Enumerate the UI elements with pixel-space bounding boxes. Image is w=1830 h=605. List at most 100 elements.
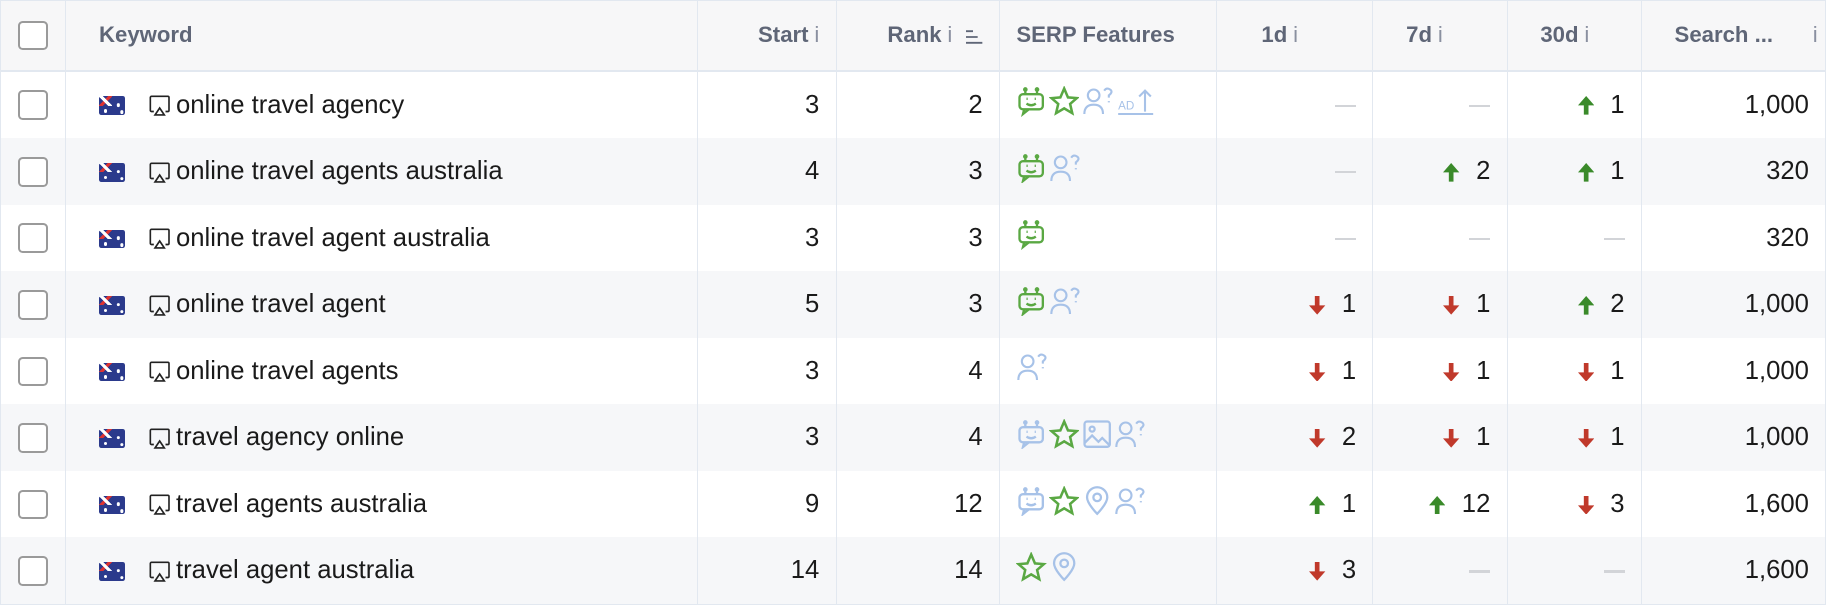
australia-flag-icon (99, 362, 125, 382)
table-row[interactable]: online travel agent australia 3 3 320 (0, 204, 1827, 272)
serp-features-cell (999, 404, 1218, 471)
current-rank-cell: 14 (836, 537, 1000, 605)
change-1d-cell (1216, 204, 1374, 272)
table-row[interactable]: online travel agents australia 4 3 2 1 3… (0, 138, 1827, 205)
row-checkbox[interactable] (18, 156, 48, 187)
info-icon[interactable]: i (814, 22, 820, 48)
change-value: 12 (1461, 489, 1491, 518)
keyword-link[interactable]: online travel agent australia (176, 223, 490, 252)
change-value: 1 (1610, 157, 1625, 186)
serp-features-cell (999, 271, 1218, 338)
desktop-device-icon (149, 428, 170, 449)
ads-top-icon[interactable]: AD (1117, 86, 1154, 123)
people-also-ask-icon[interactable] (1114, 419, 1147, 456)
people-also-ask-icon[interactable] (1049, 286, 1082, 323)
no-change-dash (1469, 104, 1491, 107)
column-header-7d[interactable]: 7d i (1372, 0, 1508, 72)
serp-features-cell (999, 537, 1218, 605)
info-icon[interactable]: i (1293, 22, 1299, 48)
people-also-ask-icon[interactable] (1016, 352, 1049, 389)
sort-ascending-icon[interactable] (966, 29, 983, 44)
table-row[interactable]: online travel agency 3 2 AD 1 1,000 (0, 70, 1827, 139)
people-also-ask-icon[interactable] (1049, 153, 1082, 190)
arrow-down-icon (1577, 495, 1594, 515)
desktop-device-icon (149, 494, 170, 516)
row-select-cell (0, 70, 67, 139)
table-row[interactable]: travel agent australia 14 14 3 1,600 (0, 537, 1827, 605)
keyword-link[interactable]: online travel agency (176, 90, 405, 119)
change-value: 1 (1476, 356, 1491, 385)
australia-flag-icon (99, 229, 125, 249)
desktop-device-icon (149, 95, 170, 116)
arrow-down-icon (1577, 429, 1594, 448)
row-checkbox[interactable] (18, 223, 48, 254)
arrow-down-icon (1443, 362, 1460, 382)
row-checkbox[interactable] (18, 90, 48, 121)
keyword-link[interactable]: travel agents australia (176, 489, 428, 518)
column-header-1d[interactable]: 1d i (1216, 0, 1374, 72)
images-icon[interactable] (1082, 419, 1112, 456)
keyword-link[interactable]: travel agent australia (176, 556, 415, 585)
arrow-up-icon (1577, 96, 1594, 116)
row-checkbox[interactable] (18, 356, 48, 387)
keyword-link[interactable]: travel agency online (176, 423, 405, 452)
local-pack-pin-icon[interactable] (1049, 552, 1079, 589)
keyword-link[interactable]: online travel agents (176, 356, 399, 385)
keyword-link[interactable]: online travel agents australia (176, 157, 503, 186)
change-value: 1 (1341, 489, 1357, 518)
table-row[interactable]: travel agents australia 9 12 1 12 3 1,60… (0, 470, 1827, 538)
change-1d-cell: 3 (1216, 537, 1374, 605)
keyword-cell: travel agency online (65, 404, 698, 471)
local-pack-pin-icon[interactable] (1082, 485, 1112, 523)
people-also-ask-icon[interactable] (1082, 86, 1115, 123)
reviews-star-icon[interactable] (1048, 418, 1080, 456)
column-header-start[interactable]: Start i (697, 0, 837, 72)
row-checkbox[interactable] (18, 556, 48, 586)
arrow-down-icon (1309, 429, 1326, 448)
table-row[interactable]: online travel agents 3 4 1 1 1 1,000 (0, 337, 1827, 405)
change-1d-cell: 1 (1216, 470, 1374, 538)
header-label: Keyword (99, 22, 193, 48)
table-row[interactable]: online travel agent 5 3 1 1 2 1,000 (0, 271, 1827, 338)
info-icon[interactable]: i (947, 22, 953, 48)
row-checkbox[interactable] (18, 290, 48, 320)
desktop-device-icon (149, 361, 170, 383)
column-header-keyword[interactable]: Keyword (65, 0, 698, 72)
change-1d-cell (1216, 138, 1374, 205)
ai-overview-icon[interactable] (1016, 153, 1046, 190)
serp-features-cell (999, 470, 1218, 538)
ai-overview-icon[interactable] (1016, 486, 1046, 523)
info-icon[interactable]: i (1437, 22, 1443, 48)
ai-overview-icon[interactable] (1016, 286, 1046, 323)
ai-overview-icon[interactable] (1016, 219, 1046, 256)
column-header-30d[interactable]: 30d i (1507, 0, 1642, 72)
header-row: Keyword Start i Rank i SERP Features 1d i 7… (0, 0, 1827, 72)
column-header-search-volume[interactable]: Search ... i (1641, 0, 1827, 72)
ai-overview-icon[interactable] (1016, 419, 1046, 456)
header-label: 7d (1406, 22, 1432, 48)
column-header-serp-features[interactable]: SERP Features (999, 0, 1218, 72)
serp-features-cell (999, 204, 1218, 272)
reviews-star-icon[interactable] (1015, 551, 1048, 589)
select-all-checkbox[interactable] (18, 20, 48, 51)
select-all-header (0, 0, 67, 72)
keyword-cell: online travel agents (65, 337, 698, 405)
row-select-cell (0, 337, 67, 405)
info-icon[interactable]: i (1812, 22, 1818, 48)
start-rank-cell: 3 (697, 204, 837, 272)
reviews-star-icon[interactable] (1048, 85, 1080, 123)
reviews-star-icon[interactable] (1048, 484, 1080, 523)
info-icon[interactable]: i (1584, 22, 1590, 48)
keyword-link[interactable]: online travel agent (176, 290, 386, 319)
row-select-cell (0, 204, 67, 272)
table-row[interactable]: travel agency online 3 4 2 1 1 1,000 (0, 404, 1827, 471)
column-header-rank[interactable]: Rank i (836, 0, 1000, 72)
row-select-cell (0, 537, 67, 605)
header-label: Search ... (1674, 22, 1774, 48)
australia-flag-icon (99, 296, 125, 315)
people-also-ask-icon[interactable] (1114, 486, 1147, 523)
row-checkbox[interactable] (18, 423, 48, 453)
ai-overview-icon[interactable] (1016, 86, 1046, 123)
arrow-down-icon (1309, 362, 1326, 382)
row-checkbox[interactable] (18, 489, 48, 520)
